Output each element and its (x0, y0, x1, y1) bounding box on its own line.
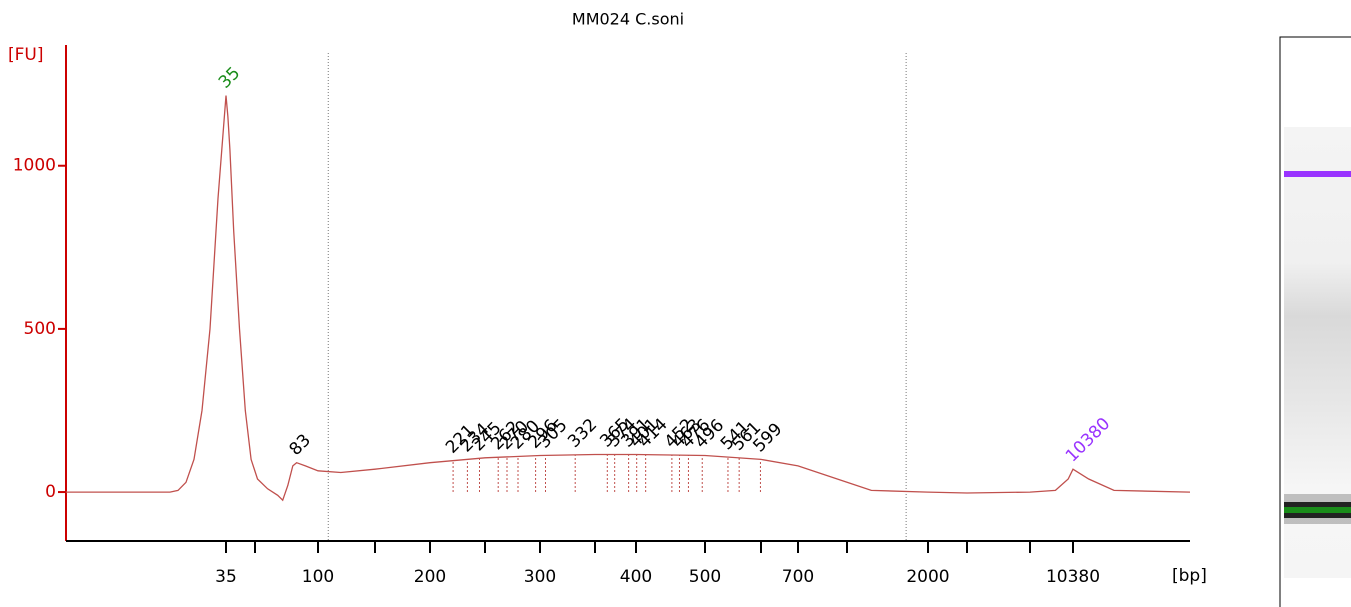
x-tick-label: 10380 (1046, 567, 1100, 587)
x-tick-label: 700 (782, 567, 814, 587)
chart-title: MM024 C.soni (572, 10, 684, 29)
x-tick-label: 200 (414, 567, 446, 587)
x-tick-label: 500 (689, 567, 721, 587)
trace (66, 95, 1191, 502)
x-tick-label: 2000 (906, 567, 949, 587)
y-axis-label: [FU] (8, 45, 44, 65)
y-tick-label: 1000 (13, 156, 56, 176)
peak-label: 35 (215, 63, 244, 92)
peak-label: 332 (564, 415, 601, 452)
gel-lower-band (1284, 507, 1351, 513)
x-tick-label: 100 (302, 567, 334, 587)
x-tick-label: 35 (215, 567, 237, 587)
x-tick-label: 300 (524, 567, 556, 587)
gel-upper-band (1284, 171, 1351, 177)
peak-label: 83 (286, 430, 315, 459)
y-tick-label: 0 (45, 482, 56, 502)
x-axis-label: [bp] (1172, 566, 1207, 586)
y-tick-label: 500 (24, 319, 56, 339)
peak-label: 10380 (1062, 414, 1114, 466)
x-tick-label: 400 (620, 567, 652, 587)
